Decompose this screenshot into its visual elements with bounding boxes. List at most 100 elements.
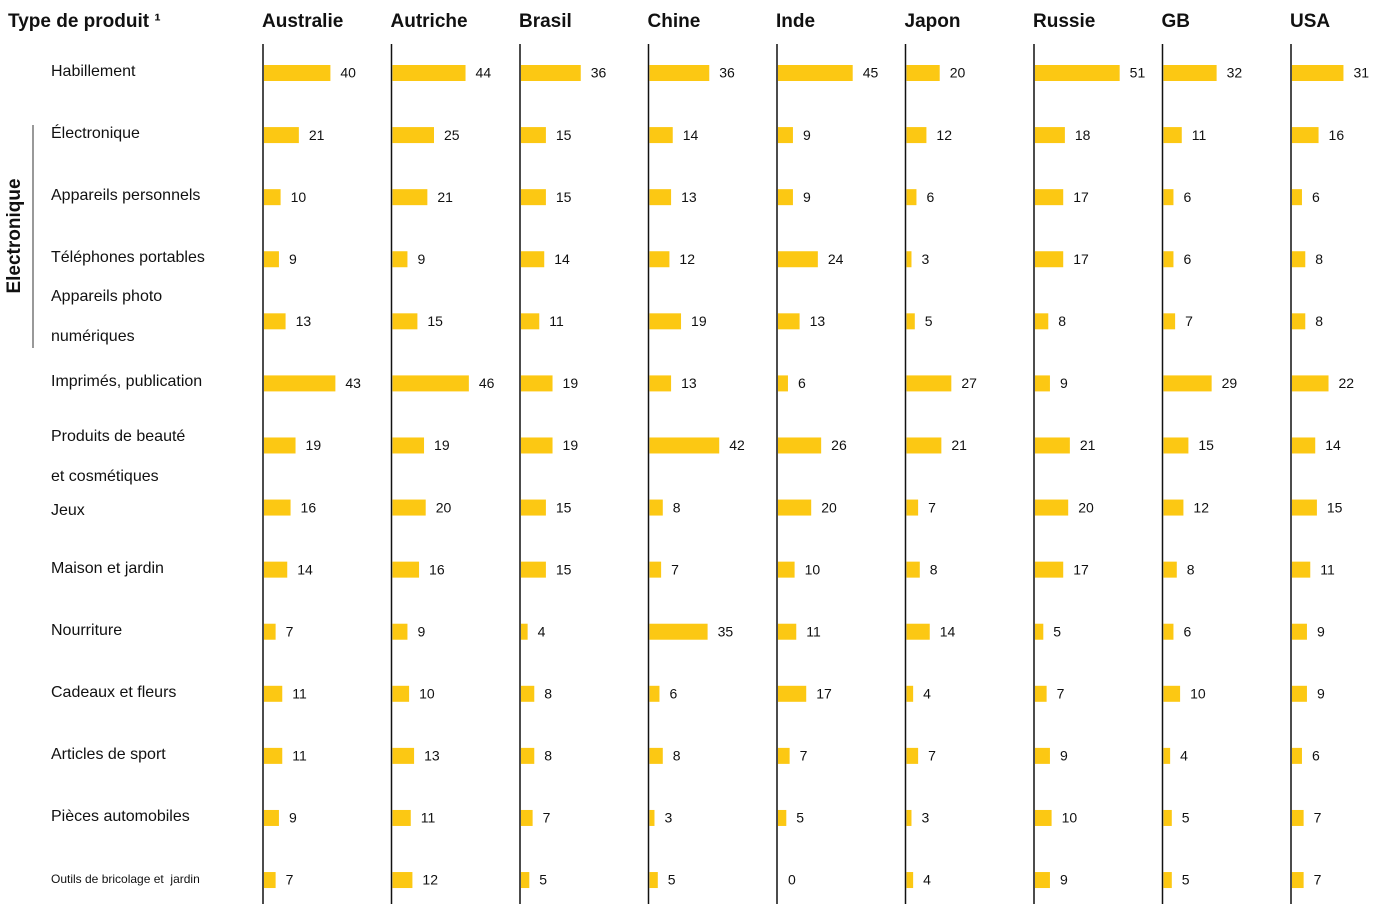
row-label: Téléphones portables xyxy=(51,249,205,267)
value-label: 7 xyxy=(928,499,936,515)
value-label: 4 xyxy=(538,623,546,639)
value-label: 8 xyxy=(930,561,938,577)
value-label: 17 xyxy=(1073,561,1089,577)
bar xyxy=(1292,685,1307,702)
value-label: 7 xyxy=(800,748,808,764)
value-label: 3 xyxy=(921,251,929,267)
bar xyxy=(521,65,581,81)
value-label: 5 xyxy=(668,872,676,888)
row-label: Articles de sport xyxy=(51,745,166,763)
value-label: 21 xyxy=(437,189,453,205)
value-label: 12 xyxy=(679,251,695,267)
bar xyxy=(264,809,279,826)
bar xyxy=(392,747,415,764)
value-label: 17 xyxy=(1073,189,1089,205)
bar xyxy=(1035,685,1047,702)
bar xyxy=(1163,375,1212,392)
bar xyxy=(521,809,533,826)
row-label: Habillement xyxy=(51,63,136,80)
bar xyxy=(906,623,930,640)
value-label: 5 xyxy=(925,313,933,329)
bar xyxy=(1292,189,1302,206)
value-label: 40 xyxy=(340,65,356,81)
value-label: 20 xyxy=(821,499,837,515)
bar xyxy=(392,685,410,702)
bar xyxy=(1292,65,1344,81)
value-label: 11 xyxy=(806,623,821,639)
value-label: 5 xyxy=(1053,623,1061,639)
bar xyxy=(264,313,286,330)
bar xyxy=(264,251,279,268)
value-label: 5 xyxy=(1182,810,1190,826)
bar xyxy=(264,65,331,81)
bar xyxy=(392,375,469,392)
value-label: 8 xyxy=(544,686,552,702)
value-label: 14 xyxy=(940,623,956,639)
bar xyxy=(906,65,940,81)
bar xyxy=(1035,65,1120,81)
bar xyxy=(1163,499,1184,516)
bar xyxy=(392,561,420,578)
value-label: 6 xyxy=(1183,189,1191,205)
value-label: 14 xyxy=(554,251,570,267)
value-label: 45 xyxy=(863,65,879,81)
bar xyxy=(264,127,299,144)
bar xyxy=(1292,809,1304,826)
bar xyxy=(1035,189,1064,206)
value-label: 8 xyxy=(544,748,552,764)
value-label: 9 xyxy=(289,251,297,267)
value-label: 14 xyxy=(1325,437,1341,453)
value-label: 21 xyxy=(1080,437,1096,453)
value-label: 8 xyxy=(673,748,681,764)
bar xyxy=(392,437,425,454)
value-label: 6 xyxy=(1183,623,1191,639)
bar xyxy=(392,809,411,826)
bar xyxy=(906,375,952,392)
group-label: Electronique xyxy=(4,178,25,293)
bar xyxy=(649,127,673,144)
value-label: 10 xyxy=(805,561,821,577)
row-label: Cadeaux et fleurs xyxy=(51,683,177,701)
value-label: 15 xyxy=(556,127,572,143)
value-label: 32 xyxy=(1227,65,1243,81)
bar xyxy=(649,437,720,454)
bar xyxy=(778,375,788,392)
value-label: 15 xyxy=(1327,499,1343,515)
value-label: 16 xyxy=(301,499,317,515)
value-label: 8 xyxy=(1187,561,1195,577)
value-label: 3 xyxy=(921,810,929,826)
value-label: 0 xyxy=(788,872,796,888)
bar xyxy=(521,437,553,454)
value-label: 15 xyxy=(556,499,572,515)
value-label: 6 xyxy=(1312,189,1320,205)
bar xyxy=(521,685,535,702)
value-label: 10 xyxy=(1062,810,1078,826)
bar xyxy=(1035,251,1064,268)
value-label: 9 xyxy=(417,251,425,267)
bar xyxy=(264,747,283,764)
bar xyxy=(778,561,795,578)
bar xyxy=(1163,437,1189,454)
bar xyxy=(1292,499,1317,516)
value-label: 7 xyxy=(671,561,679,577)
column-header: Australie xyxy=(262,11,343,32)
bar xyxy=(1292,375,1329,392)
bar xyxy=(778,685,807,702)
column-header: Russie xyxy=(1033,11,1095,32)
bar xyxy=(1035,437,1070,454)
bar xyxy=(778,313,800,330)
value-label: 9 xyxy=(1060,375,1068,391)
value-label: 7 xyxy=(928,748,936,764)
bar xyxy=(264,375,336,392)
value-label: 17 xyxy=(816,686,832,702)
column-header: GB xyxy=(1162,11,1191,32)
bar xyxy=(1163,313,1176,330)
row-label: Électronique xyxy=(51,125,140,143)
bar xyxy=(1163,685,1181,702)
bar xyxy=(1163,561,1177,578)
value-label: 19 xyxy=(563,437,579,453)
bar xyxy=(1292,747,1302,764)
value-label: 9 xyxy=(1060,872,1068,888)
bar xyxy=(1163,809,1172,826)
